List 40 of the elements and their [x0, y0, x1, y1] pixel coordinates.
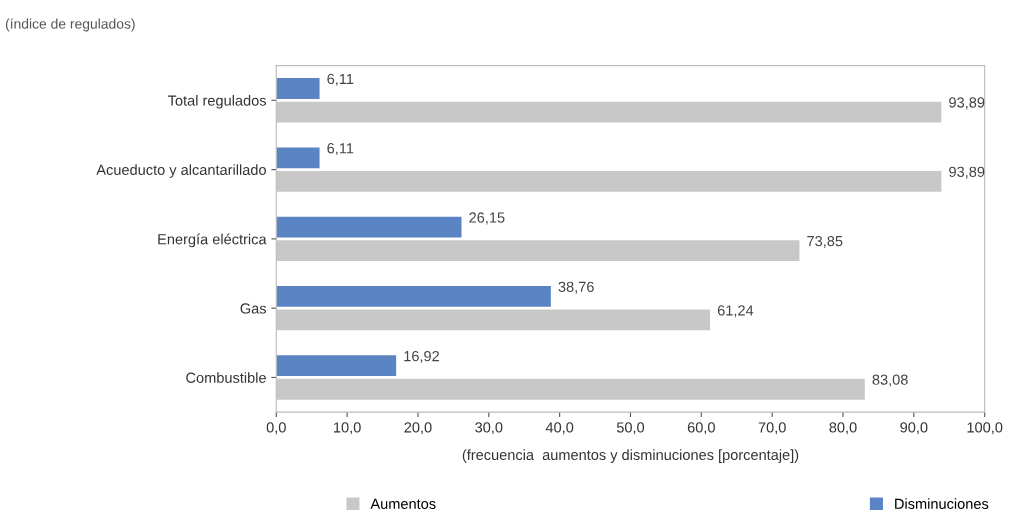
data-label: 93,89: [949, 166, 985, 179]
bar: [276, 78, 320, 99]
data-label: 26,15: [469, 212, 505, 225]
y-tick-label: Gas: [240, 303, 267, 314]
x-tick-label: 40,0: [545, 422, 574, 435]
bar: [276, 309, 711, 331]
y-tick-label: Total regulados: [167, 94, 267, 109]
x-tick-label: 50,0: [616, 422, 645, 435]
y-tick-label: Combustible: [186, 372, 266, 383]
x-tick-label: 80,0: [829, 422, 857, 435]
x-tick-label: 90,0: [900, 422, 928, 435]
bar: [276, 286, 551, 307]
bar: [276, 378, 865, 400]
data-label: 73,85: [807, 235, 843, 248]
x-tick-label: 20,0: [404, 422, 432, 435]
bar: [276, 147, 320, 169]
legend-label: Aumentos: [370, 498, 436, 509]
x-tick-label: 60,0: [687, 422, 715, 435]
bar: [276, 355, 397, 377]
bar: [276, 216, 462, 238]
bar: [276, 170, 942, 192]
data-label: 93,89: [949, 97, 985, 110]
x-tick-label: 10,0: [334, 422, 361, 435]
data-label: 16,92: [404, 350, 439, 364]
data-label: 61,24: [717, 305, 754, 318]
x-tick-label: 0,0: [266, 422, 286, 435]
bar: [276, 101, 942, 123]
data-label: 83,08: [872, 374, 908, 387]
data-label: 6,11: [327, 143, 354, 156]
y-tick-label: Acueducto y alcantarillado: [96, 164, 266, 178]
bar: [276, 240, 800, 262]
data-label: 38,76: [558, 281, 594, 294]
x-axis-title: (frecuencia aumentos y disminuciones [porcentaje]): [462, 449, 799, 463]
x-tick-label: 70,0: [758, 422, 786, 435]
x-tick-label: 100,0: [967, 422, 1003, 435]
legend-label: Disminuciones: [895, 498, 989, 509]
data-label: 6,11: [327, 73, 354, 86]
x-tick-label: 30,0: [475, 422, 503, 435]
text: (índice de regulados): [5, 18, 135, 32]
y-tick-label: Energía eléctrica: [158, 233, 267, 248]
